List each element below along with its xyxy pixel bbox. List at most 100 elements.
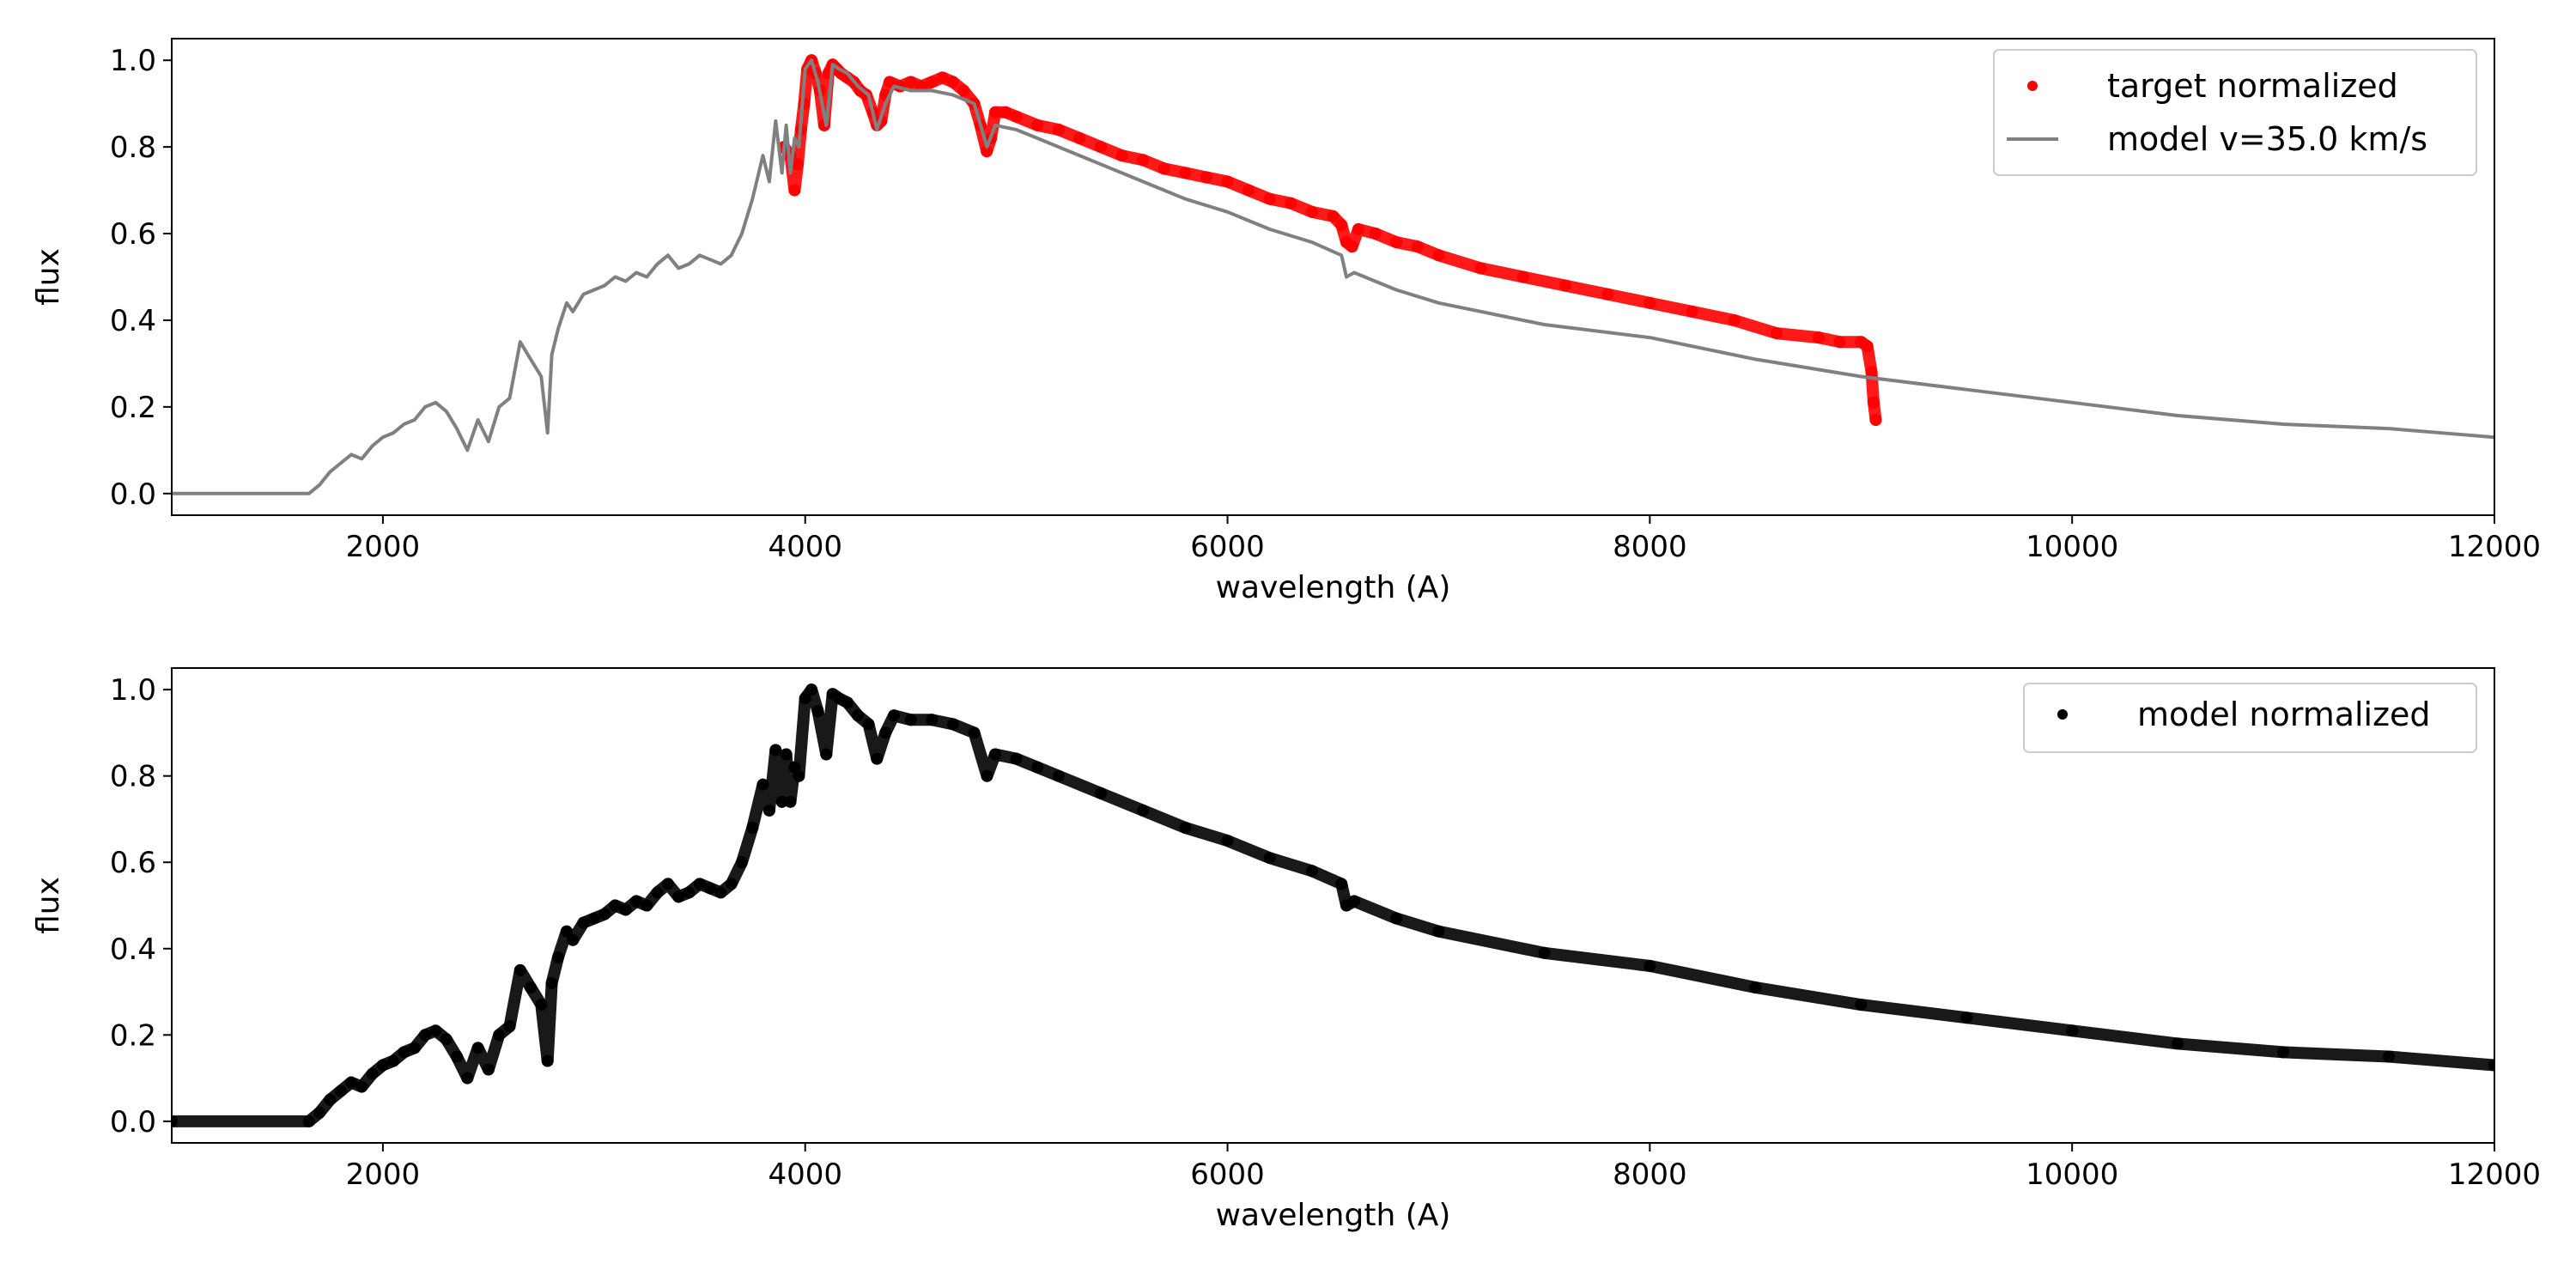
y-tick-label: 0.8: [110, 760, 156, 794]
data-point-target-normalized: [981, 145, 993, 158]
data-point-model-normalized: [693, 878, 706, 890]
data-point-target-normalized: [1200, 171, 1212, 184]
data-point-model-normalized: [820, 748, 833, 761]
bottom-xlabel: wavelength (A): [1216, 1198, 1451, 1233]
data-point-target-normalized: [1770, 327, 1783, 340]
data-point-model-normalized: [841, 696, 854, 709]
data-point-target-normalized: [792, 158, 805, 171]
data-point-target-normalized: [1263, 192, 1276, 205]
data-point-model-normalized: [541, 1054, 554, 1067]
data-point-target-normalized: [1728, 314, 1741, 326]
data-point-model-normalized: [762, 804, 775, 817]
data-point-model-normalized: [725, 878, 738, 890]
data-point-model-normalized: [805, 683, 818, 696]
bottom-legend-box: [2023, 683, 2477, 753]
top-legend-box: [1993, 49, 2477, 176]
data-point-model-normalized: [968, 726, 981, 739]
data-point-model-normalized: [672, 890, 685, 903]
legend-label-model-line: model v=35.0 km/s: [2107, 120, 2427, 158]
data-point-target-normalized: [1559, 279, 1571, 292]
data-point-target-normalized: [1346, 240, 1358, 253]
data-point-model-normalized: [661, 878, 674, 890]
data-point-model-normalized: [1137, 804, 1150, 817]
data-point-model-normalized: [904, 714, 917, 726]
data-point-model-normalized: [2066, 1024, 2079, 1037]
data-point-model-normalized: [525, 981, 537, 993]
data-point-model-normalized: [651, 886, 664, 899]
panel-top: 2000 4000 6000 8000 10000 12000 0.0 0.2 0.4 0.6 0.…: [31, 38, 2541, 605]
data-point-model-normalized: [355, 1080, 368, 1093]
data-point-model-normalized: [482, 1063, 495, 1076]
data-point-model-normalized: [1348, 895, 1361, 908]
data-point-model-normalized: [1432, 925, 1445, 938]
data-point-model-normalized: [535, 999, 548, 1012]
data-point-target-normalized: [1242, 184, 1255, 197]
data-point-model-normalized: [714, 886, 727, 899]
data-point-model-normalized: [1031, 761, 1044, 774]
data-point-model-normalized: [2277, 1046, 2290, 1059]
y-tick-label: 0.0: [110, 477, 156, 512]
x-tick-label: 12000: [2448, 530, 2541, 564]
data-point-model-normalized: [545, 977, 558, 989]
x-tick-label: 4000: [768, 1157, 842, 1192]
data-point-target-normalized: [1073, 132, 1086, 144]
y-tick-label: 0.2: [110, 1018, 156, 1053]
data-point-model-normalized: [560, 925, 573, 938]
x-tick-label: 8000: [1613, 530, 1687, 564]
data-point-target-normalized: [1335, 219, 1348, 231]
x-tick-label: 12000: [2448, 1157, 2541, 1192]
data-point-model-normalized: [503, 1020, 516, 1033]
data-point-model-normalized: [493, 1029, 506, 1042]
data-point-model-normalized: [1538, 946, 1551, 959]
data-point-model-normalized: [366, 1067, 379, 1080]
data-point-model-normalized: [1095, 787, 1107, 799]
data-point-model-normalized: [387, 1054, 400, 1067]
data-point-target-normalized: [1432, 249, 1445, 262]
data-point-model-normalized: [1305, 865, 1318, 878]
data-point-model-normalized: [946, 718, 959, 731]
data-point-model-normalized: [746, 822, 759, 834]
data-point-model-normalized: [398, 1046, 410, 1059]
y-tick-label: 0.2: [110, 391, 156, 425]
data-point-target-normalized: [1157, 162, 1170, 175]
data-point-model-normalized: [619, 903, 632, 916]
top-ylabel: flux: [31, 248, 66, 306]
data-point-model-normalized: [630, 895, 642, 908]
bottom-series-layer: [172, 683, 2494, 1127]
data-point-model-normalized: [376, 1059, 389, 1072]
data-point-target-normalized: [1369, 228, 1382, 240]
data-point-model-normalized: [793, 769, 805, 782]
data-point-model-normalized: [461, 1072, 474, 1084]
data-point-target-normalized: [1474, 262, 1487, 275]
data-point-target-normalized: [1285, 197, 1297, 210]
legend-label-target-normalized: target normalized: [2107, 67, 2398, 105]
data-point-target-normalized: [1010, 110, 1023, 123]
x-tick-label: 10000: [2026, 1157, 2118, 1192]
data-point-model-normalized: [926, 714, 939, 726]
data-point-model-normalized: [172, 1115, 178, 1127]
data-point-target-normalized: [999, 106, 1012, 118]
data-point-target-normalized: [1813, 331, 1826, 344]
data-point-target-normalized: [1305, 205, 1318, 218]
data-point-target-normalized: [936, 71, 949, 84]
data-point-model-normalized: [408, 1042, 421, 1054]
data-point-target-normalized: [1327, 210, 1340, 222]
data-point-target-normalized: [1179, 167, 1192, 179]
data-point-target-normalized: [1686, 305, 1698, 318]
data-point-target-normalized: [1833, 336, 1846, 349]
data-point-model-normalized: [775, 795, 788, 808]
data-point-model-normalized: [683, 886, 696, 899]
data-point-target-normalized: [1115, 149, 1128, 162]
x-tick-label: 6000: [1190, 1157, 1265, 1192]
bottom-legend: model normalized: [2023, 683, 2477, 753]
data-point-model-normalized: [1052, 769, 1065, 782]
data-point-model-normalized: [1221, 835, 1234, 848]
data-point-target-normalized: [1390, 236, 1403, 249]
y-tick-label: 0.8: [110, 131, 156, 165]
data-point-model-normalized: [577, 916, 590, 929]
legend-marker-model-normalized: [2057, 709, 2068, 720]
data-point-model-normalized: [756, 778, 769, 791]
data-point-target-normalized: [946, 76, 959, 88]
data-point-model-normalized: [981, 769, 993, 782]
data-point-model-normalized: [513, 963, 526, 976]
